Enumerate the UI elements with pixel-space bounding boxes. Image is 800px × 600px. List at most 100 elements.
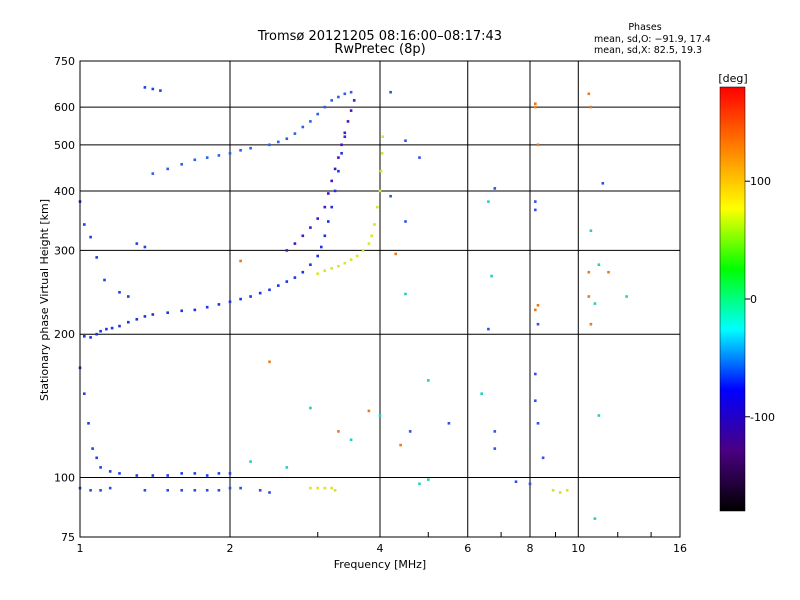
- echo-point: [349, 258, 353, 261]
- chart-subtitle: RwPretec (8p): [334, 42, 425, 57]
- echo-point: [309, 486, 312, 490]
- echo-point: [143, 315, 147, 318]
- echo-point: [323, 269, 327, 272]
- y-axis-label: Stationary phase Virtual Height [km]: [38, 199, 51, 401]
- colorbar-label: [deg]: [718, 72, 747, 85]
- echo-point: [249, 460, 252, 463]
- echo-point: [327, 220, 330, 223]
- echo-point: [127, 295, 130, 298]
- echo-point: [151, 172, 155, 175]
- echo-point: [333, 189, 337, 193]
- echo-point: [333, 167, 337, 171]
- echo-point: [589, 322, 593, 326]
- echo-point: [99, 466, 102, 469]
- x-tick-label: 2: [227, 542, 234, 555]
- echo-point: [408, 430, 412, 433]
- echo-point: [180, 309, 183, 313]
- echo-point: [378, 189, 382, 193]
- echo-point: [180, 163, 183, 166]
- echo-point: [268, 360, 271, 364]
- echo-point: [487, 327, 490, 331]
- echo-point: [166, 489, 169, 492]
- echo-point: [127, 320, 130, 324]
- echo-point: [166, 167, 169, 171]
- echo-point: [378, 414, 382, 417]
- echo-point: [301, 125, 305, 129]
- echo-point: [373, 223, 376, 226]
- echo-point: [217, 472, 221, 475]
- echo-point: [427, 478, 430, 481]
- echo-point: [333, 489, 337, 492]
- echo-point: [593, 517, 597, 520]
- echo-point: [99, 489, 102, 492]
- echo-point: [151, 87, 155, 91]
- echo-point: [89, 235, 92, 239]
- echo-point: [105, 327, 108, 331]
- echo-point: [228, 472, 232, 475]
- echo-point: [143, 245, 147, 249]
- echo-point: [404, 292, 407, 296]
- echo-point: [380, 152, 384, 155]
- echo-point: [399, 443, 402, 447]
- echo-point: [293, 276, 297, 279]
- echo-point: [534, 308, 537, 312]
- echo-point: [309, 263, 312, 266]
- echo-point: [514, 480, 518, 483]
- echo-point: [91, 447, 94, 450]
- echo-point: [427, 379, 430, 382]
- x-tick-label: 1: [77, 542, 84, 555]
- echo-point: [108, 470, 112, 473]
- echo-point: [239, 486, 242, 490]
- echo-point: [258, 291, 262, 295]
- echo-point: [493, 187, 497, 190]
- echo-point: [551, 489, 555, 492]
- echo-point: [135, 318, 139, 321]
- echo-point: [228, 486, 232, 490]
- echo-point: [193, 489, 197, 492]
- echo-point: [285, 137, 289, 140]
- echo-point: [118, 291, 121, 294]
- phases-box-line2: mean, sd,X: 82.5, 19.3: [594, 45, 702, 56]
- echo-point: [293, 242, 297, 245]
- echo-point: [95, 256, 98, 259]
- echo-point: [587, 92, 591, 96]
- echo-point: [534, 372, 537, 376]
- phases-box-line1: mean, sd,O: −91.9, 17.4: [594, 34, 711, 45]
- echo-point: [558, 491, 562, 494]
- colorbar-tick-label: -100: [750, 411, 775, 424]
- echo-point: [361, 249, 365, 252]
- echo-point: [135, 242, 139, 245]
- echo-point: [493, 447, 497, 450]
- echo-point: [301, 270, 305, 274]
- echo-point: [355, 254, 359, 258]
- echo-point: [381, 135, 384, 138]
- echo-point: [268, 143, 271, 147]
- echo-point: [597, 414, 601, 417]
- x-axis-label: Frequency [MHz]: [334, 558, 426, 571]
- echo-point: [151, 474, 155, 477]
- echo-point: [330, 205, 333, 209]
- echo-point: [135, 474, 139, 477]
- echo-point: [625, 295, 628, 298]
- echo-point: [528, 482, 532, 486]
- x-tick-label: 6: [464, 542, 471, 555]
- echo-point: [323, 105, 327, 109]
- echo-point: [343, 261, 347, 265]
- colorbar-ticks: 100 0 -100: [745, 175, 775, 424]
- echo-point: [293, 132, 297, 135]
- echo-point: [95, 456, 98, 460]
- echo-point: [337, 95, 340, 99]
- echo-point: [490, 274, 493, 278]
- y-tick-label: 400: [54, 185, 75, 198]
- echo-point: [323, 205, 327, 209]
- echo-point: [349, 438, 353, 442]
- echo-point: [346, 120, 350, 123]
- echo-point: [193, 472, 197, 475]
- x-tick-label: 16: [673, 542, 687, 555]
- echo-point: [534, 399, 537, 402]
- echo-point: [239, 297, 242, 301]
- echo-point: [330, 179, 333, 183]
- echo-point: [541, 456, 545, 460]
- echo-point: [389, 90, 392, 94]
- echo-point: [180, 472, 183, 475]
